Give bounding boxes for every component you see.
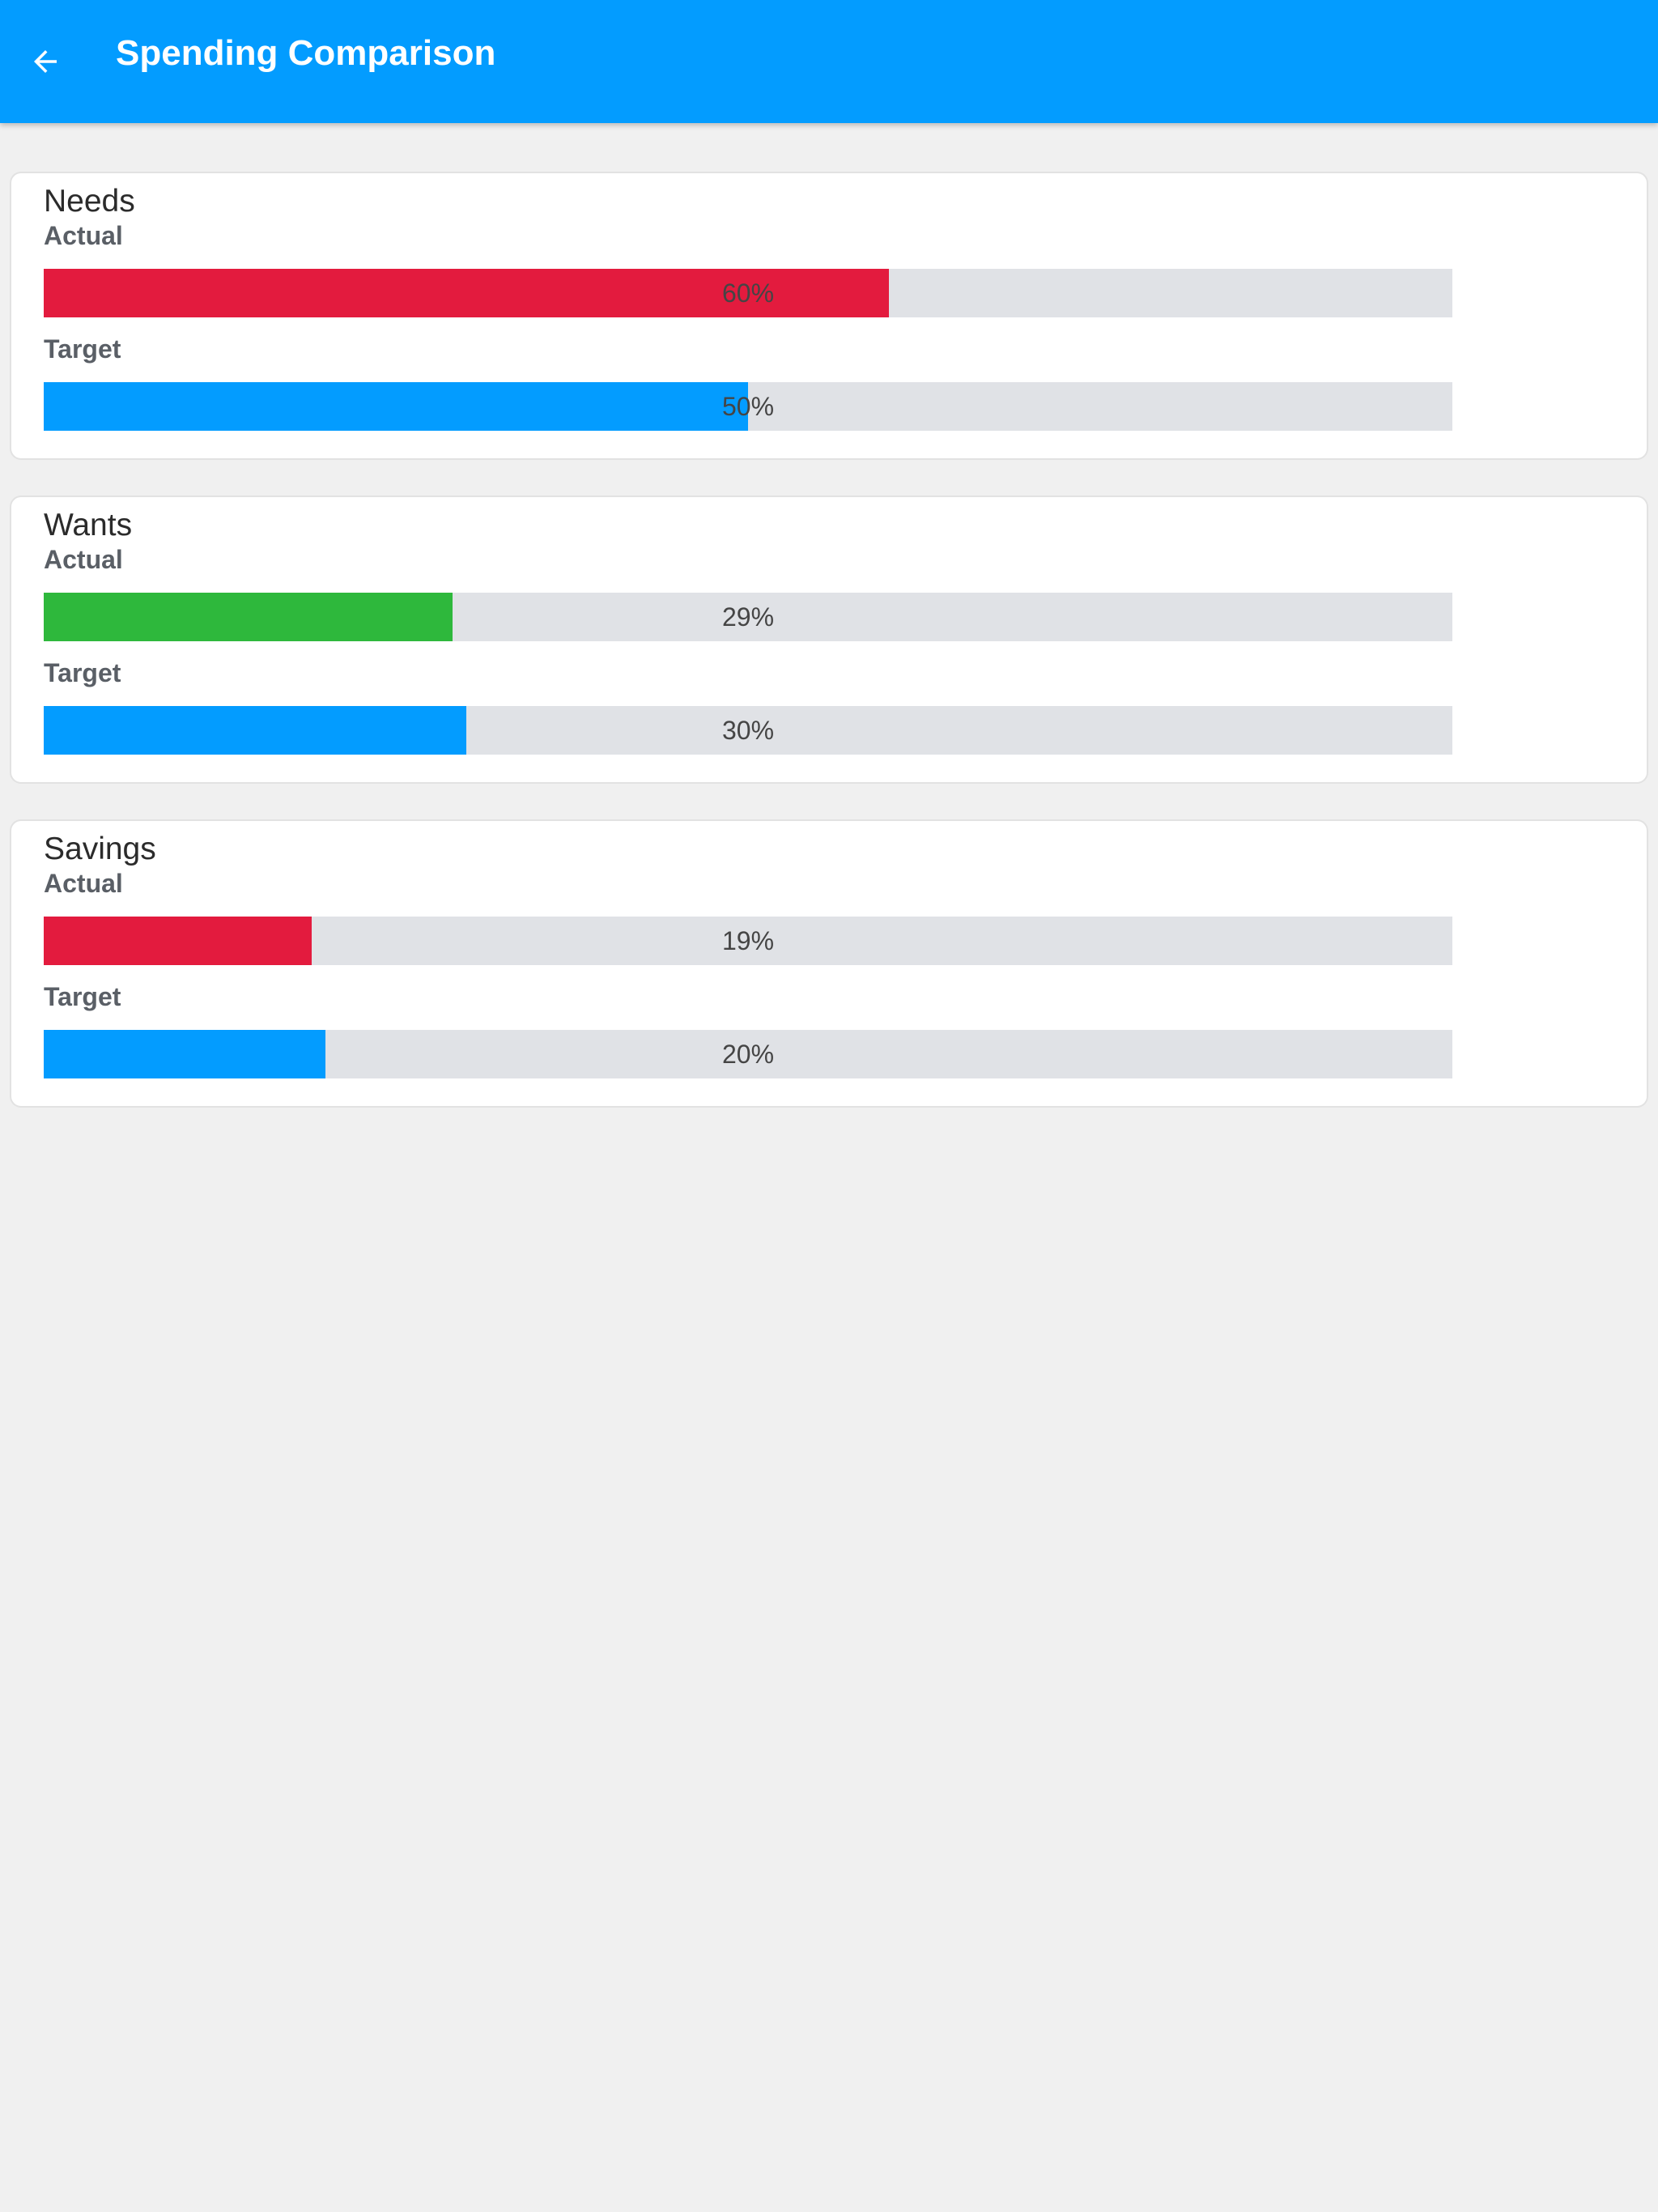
- target-label: Target: [44, 334, 121, 364]
- target-progress-bar: 20%: [44, 1030, 1452, 1078]
- page-title: Spending Comparison: [116, 33, 496, 73]
- target-label: Target: [44, 658, 121, 687]
- category-title: Savings: [44, 832, 156, 866]
- actual-label: Actual: [44, 545, 123, 574]
- actual-percent-label: 29%: [721, 602, 775, 632]
- actual-bar-fill: [44, 917, 312, 965]
- category-title: Needs: [44, 184, 135, 219]
- target-progress-bar: 30%: [44, 706, 1452, 755]
- arrow-left-icon: [34, 50, 57, 73]
- target-percent-label: 20%: [721, 1040, 775, 1069]
- actual-bar-fill: [44, 593, 453, 641]
- actual-label: Actual: [44, 869, 123, 898]
- actual-percent-label: 19%: [721, 926, 775, 955]
- target-progress-bar: 50%: [44, 382, 1452, 431]
- target-bar-fill: [44, 706, 466, 755]
- actual-progress-bar: 29%: [44, 593, 1452, 641]
- actual-progress-bar: 60%: [44, 269, 1452, 317]
- category-card-needs: Needs Actual 60% Target 50%: [10, 172, 1648, 460]
- actual-bar-fill: [44, 269, 889, 317]
- category-card-wants: Wants Actual 29% Target 30%: [10, 496, 1648, 784]
- category-title: Wants: [44, 508, 133, 542]
- category-card-savings: Savings Actual 19% Target 20%: [10, 819, 1648, 1108]
- actual-percent-label: 60%: [721, 279, 775, 308]
- target-bar-fill: [44, 382, 748, 431]
- target-bar-fill: [44, 1030, 325, 1078]
- actual-progress-bar: 19%: [44, 917, 1452, 965]
- back-button[interactable]: [21, 37, 70, 86]
- app-bar: Spending Comparison: [0, 0, 1658, 123]
- actual-label: Actual: [44, 221, 123, 250]
- target-percent-label: 50%: [721, 392, 775, 421]
- target-percent-label: 30%: [721, 716, 775, 745]
- target-label: Target: [44, 982, 121, 1011]
